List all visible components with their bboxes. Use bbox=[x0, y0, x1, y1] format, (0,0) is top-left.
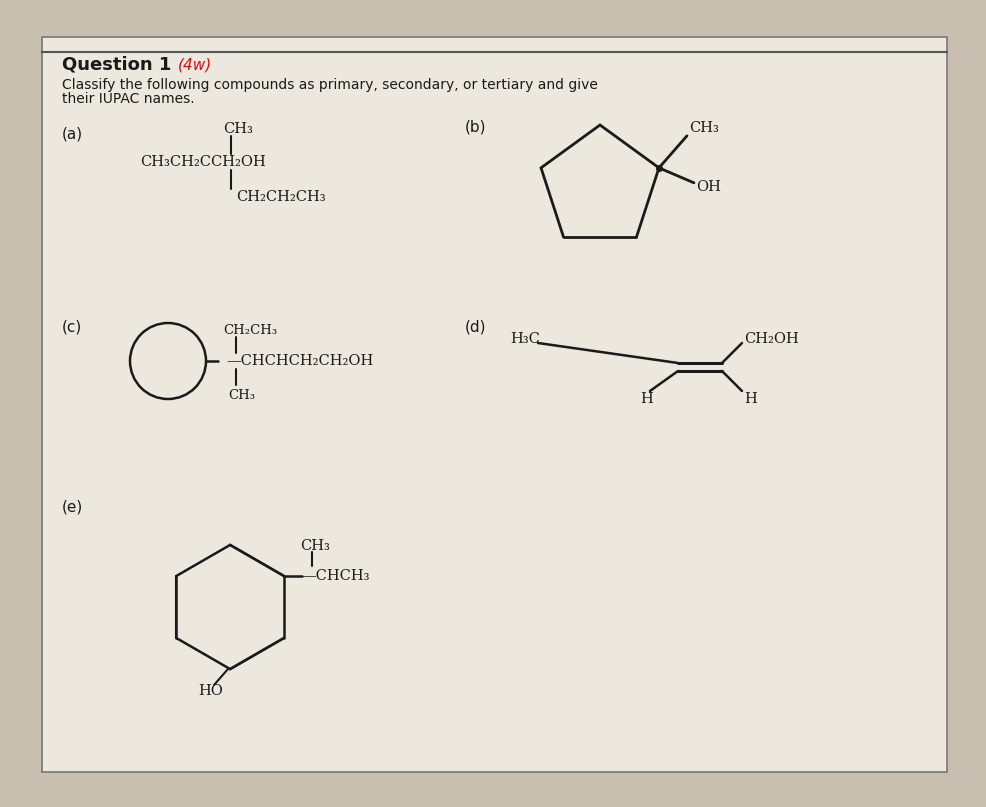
Text: H₃C: H₃C bbox=[510, 332, 539, 346]
Text: Classify the following compounds as primary, secondary, or tertiary and give: Classify the following compounds as prim… bbox=[62, 78, 598, 92]
Text: CH₃: CH₃ bbox=[688, 121, 718, 135]
Text: CH₃: CH₃ bbox=[223, 122, 252, 136]
Text: (a): (a) bbox=[62, 127, 83, 141]
Text: H: H bbox=[639, 392, 652, 406]
Text: CH₃CH₂CCH₂OH: CH₃CH₂CCH₂OH bbox=[140, 155, 265, 169]
Text: (4w): (4w) bbox=[177, 57, 212, 73]
Text: CH₂CH₃: CH₂CH₃ bbox=[223, 324, 277, 337]
Text: OH: OH bbox=[695, 180, 720, 194]
Text: —CHCH₃: —CHCH₃ bbox=[302, 569, 370, 583]
Text: (e): (e) bbox=[62, 500, 83, 515]
Text: (c): (c) bbox=[62, 320, 82, 334]
Text: (b): (b) bbox=[464, 119, 486, 135]
Text: CH₂OH: CH₂OH bbox=[743, 332, 798, 346]
Text: CH₃: CH₃ bbox=[300, 539, 329, 553]
Text: CH₂CH₂CH₃: CH₂CH₂CH₃ bbox=[236, 190, 325, 204]
Text: HO: HO bbox=[198, 684, 223, 698]
Text: their IUPAC names.: their IUPAC names. bbox=[62, 92, 194, 106]
FancyBboxPatch shape bbox=[42, 37, 946, 772]
Text: (d): (d) bbox=[464, 320, 486, 334]
Text: CH₃: CH₃ bbox=[228, 390, 254, 403]
Text: H: H bbox=[743, 392, 756, 406]
Text: —CHCHCH₂CH₂OH: —CHCHCH₂CH₂OH bbox=[226, 354, 373, 368]
Text: Question 1: Question 1 bbox=[62, 56, 177, 74]
